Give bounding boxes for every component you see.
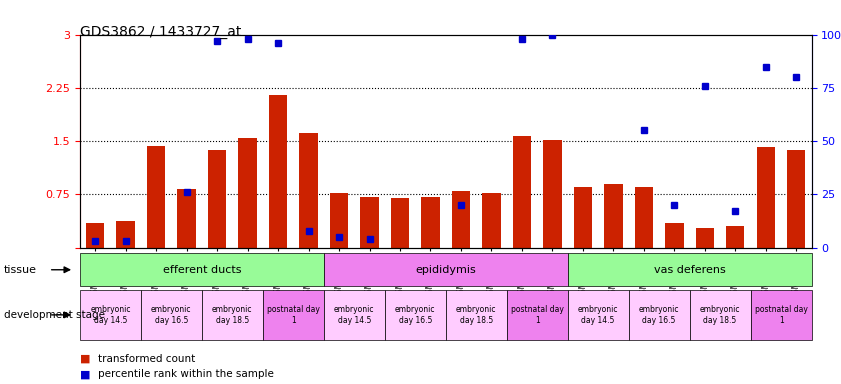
Bar [543,140,562,248]
Text: ■: ■ [80,354,90,364]
Bar [116,221,135,248]
Bar [86,223,104,248]
Text: embryonic
day 18.5: embryonic day 18.5 [456,305,496,324]
Text: percentile rank within the sample: percentile rank within the sample [98,369,274,379]
Text: ■: ■ [80,369,90,379]
Bar [360,197,378,248]
Text: GDS3862 / 1433727_at: GDS3862 / 1433727_at [80,25,241,39]
Bar [177,189,196,248]
Text: embryonic
day 16.5: embryonic day 16.5 [151,305,192,324]
Bar [269,95,287,248]
Bar [604,184,622,248]
Text: tissue: tissue [4,265,37,275]
Text: embryonic
day 18.5: embryonic day 18.5 [212,305,252,324]
Bar [208,150,226,248]
Text: efferent ducts: efferent ducts [162,265,241,275]
Bar [635,187,653,248]
Text: embryonic
day 16.5: embryonic day 16.5 [639,305,680,324]
Bar [452,191,470,248]
Text: epididymis: epididymis [415,265,476,275]
Bar [482,193,500,248]
Bar [757,147,775,248]
Text: transformed count: transformed count [98,354,196,364]
Bar [574,187,592,248]
Bar [299,132,318,248]
Text: embryonic
day 14.5: embryonic day 14.5 [578,305,618,324]
Text: postnatal day
1: postnatal day 1 [510,305,563,324]
Bar [787,150,806,248]
Bar [726,227,744,248]
Text: embryonic
day 16.5: embryonic day 16.5 [395,305,436,324]
Bar [147,146,165,248]
Text: embryonic
day 14.5: embryonic day 14.5 [90,305,130,324]
Bar [513,136,531,248]
Bar [238,137,257,248]
Text: embryonic
day 18.5: embryonic day 18.5 [700,305,740,324]
Text: postnatal day
1: postnatal day 1 [754,305,807,324]
Text: postnatal day
1: postnatal day 1 [267,305,320,324]
Bar [421,197,440,248]
Bar [391,198,409,248]
Bar [665,223,684,248]
Bar [696,228,714,248]
Text: vas deferens: vas deferens [653,265,726,275]
Bar [330,193,348,248]
Text: development stage: development stage [4,310,105,320]
Text: embryonic
day 14.5: embryonic day 14.5 [334,305,374,324]
